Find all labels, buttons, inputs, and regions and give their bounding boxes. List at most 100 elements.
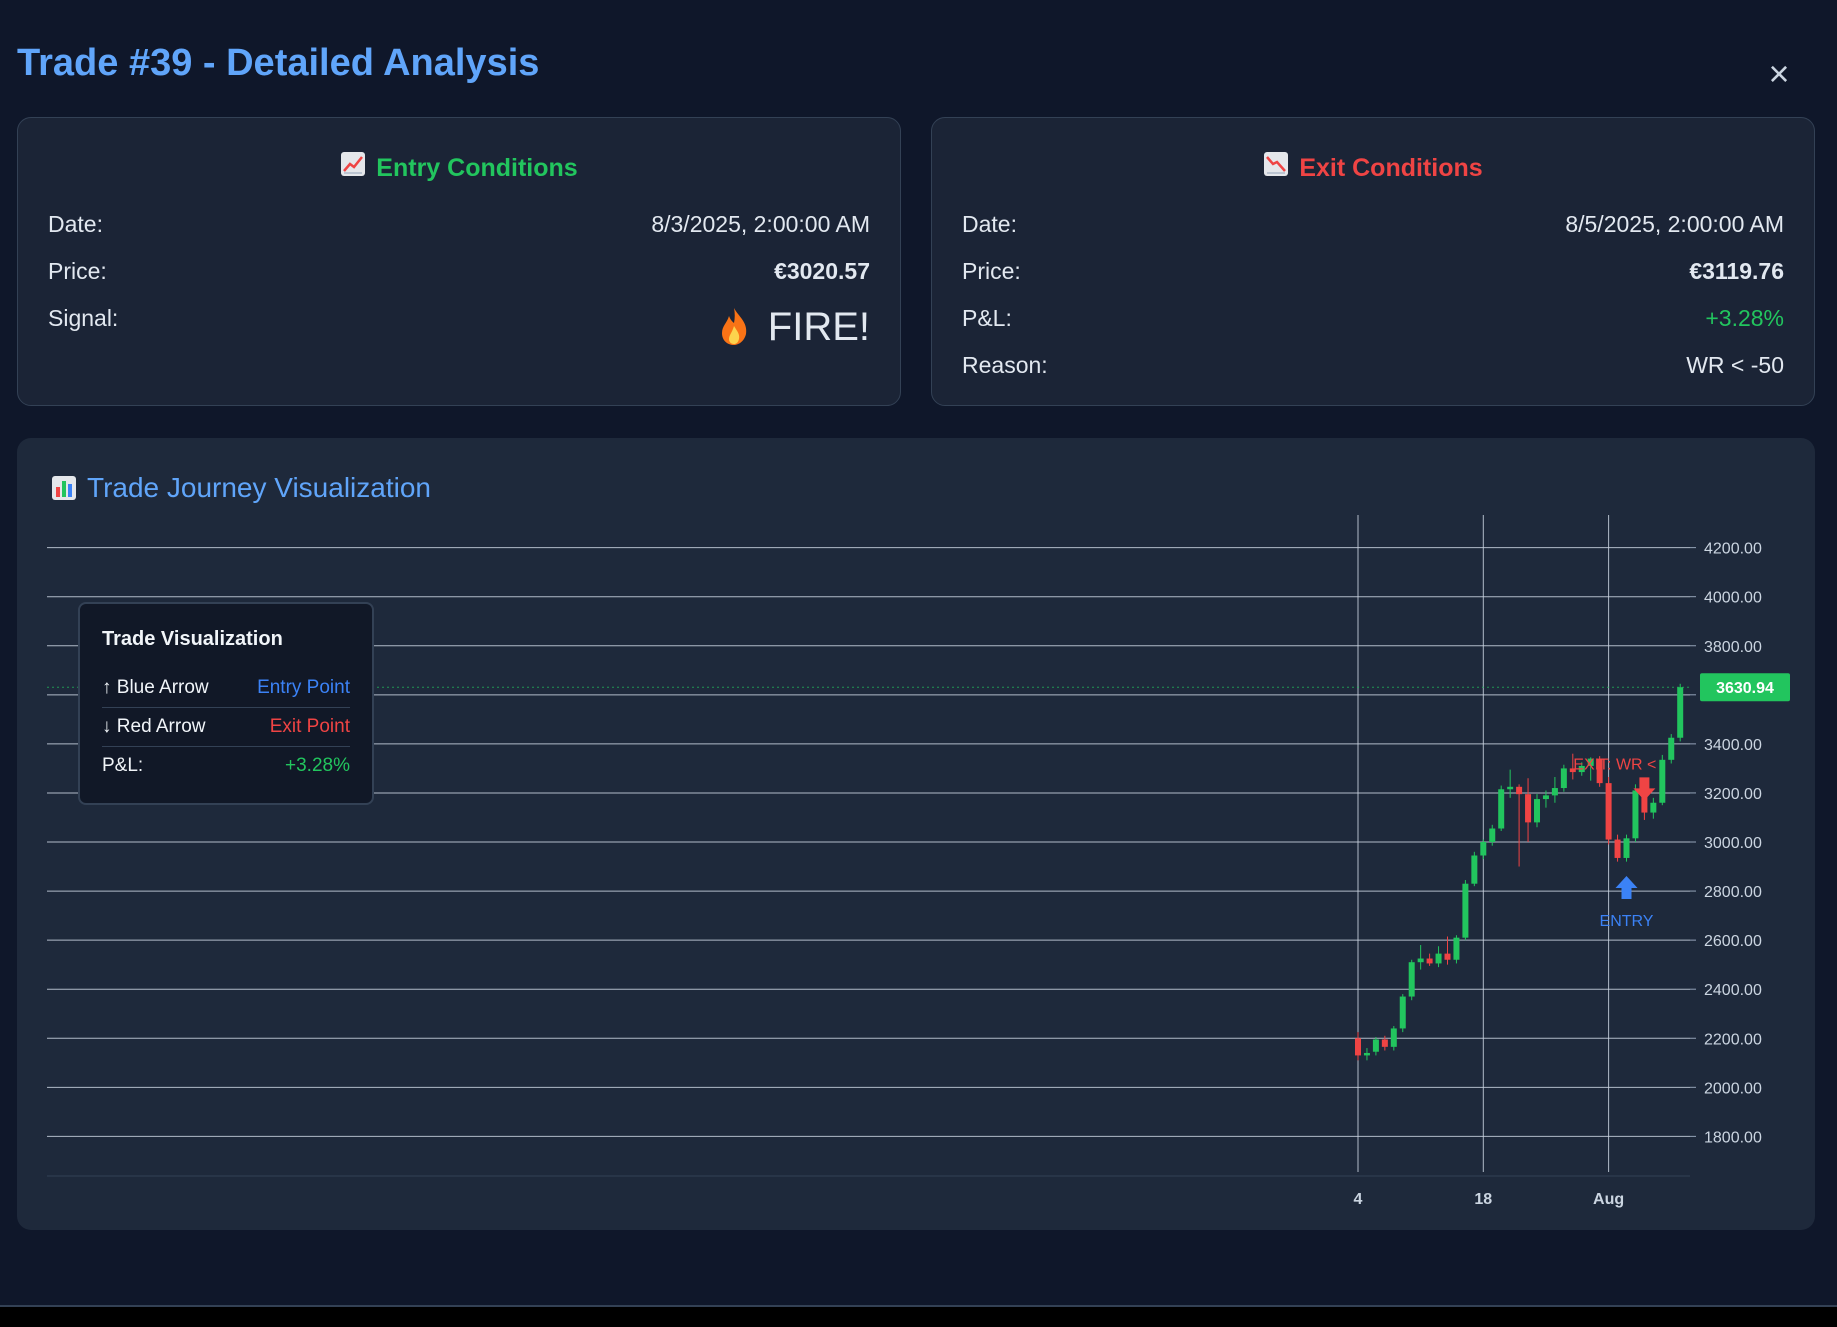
exit-date-row: Date: 8/5/2025, 2:00:00 AM xyxy=(962,206,1784,242)
candle-body xyxy=(1534,799,1540,823)
exit-pnl-value: +3.28% xyxy=(1705,305,1784,331)
entry-conditions-heading: Entry Conditions xyxy=(18,150,900,186)
exit-pnl-row: P&L: +3.28% xyxy=(962,300,1784,336)
candle-body xyxy=(1498,789,1505,829)
x-tick-label: 4 xyxy=(1354,1191,1363,1208)
legend-pnl-key: P&L: xyxy=(102,755,144,776)
entry-signal-row: Signal: FIRE! xyxy=(48,300,870,347)
bar-chart-icon xyxy=(51,472,77,512)
entry-price-value: €3020.57 xyxy=(774,258,870,284)
exit-price-value: €3119.76 xyxy=(1689,258,1784,284)
entry-signal-label: Signal: xyxy=(48,305,119,331)
candle-body xyxy=(1569,768,1576,773)
candle-body xyxy=(1426,958,1433,964)
legend-entry-value: Entry Point xyxy=(257,677,350,698)
entry-date-row: Date: 8/3/2025, 2:00:00 AM xyxy=(48,206,870,242)
last-price-badge xyxy=(1700,673,1790,702)
candle-body xyxy=(1668,737,1675,760)
candle-body xyxy=(1623,838,1630,858)
candle-body xyxy=(1408,962,1415,997)
close-icon: × xyxy=(1768,53,1790,94)
legend-row-exit: ↓ Red Arrow Exit Point xyxy=(102,708,350,747)
candle-body xyxy=(1480,842,1487,856)
trade-journey-title-text: Trade Journey Visualization xyxy=(87,472,431,503)
candle-body xyxy=(1632,790,1639,839)
candle-body xyxy=(1453,937,1460,960)
legend-row-pnl: P&L: +3.28% xyxy=(102,747,350,785)
candle-body xyxy=(1444,953,1451,960)
candle-body xyxy=(1355,1038,1361,1056)
candle-body xyxy=(1363,1052,1370,1056)
entry-arrow xyxy=(1615,875,1638,899)
chart-increasing-icon xyxy=(340,151,366,187)
exit-date-label: Date: xyxy=(962,211,1017,237)
y-tick-label: 2400.00 xyxy=(1704,982,1762,999)
close-button[interactable]: × xyxy=(1761,56,1797,92)
trade-visualization-legend: Trade Visualization ↑ Blue Arrow Entry P… xyxy=(78,602,374,805)
candle-body xyxy=(1659,759,1666,803)
candle-body xyxy=(1525,794,1532,823)
x-tick-label: Aug xyxy=(1593,1191,1624,1208)
y-tick-label: 3400.00 xyxy=(1704,737,1762,754)
candle-body xyxy=(1605,783,1612,840)
legend-pnl-value: +3.28% xyxy=(285,755,350,776)
entry-signal-value: FIRE! xyxy=(718,306,870,351)
exit-price-label: Price: xyxy=(962,258,1021,284)
legend-exit-value: Exit Point xyxy=(269,716,350,737)
exit-label: EXIT: WR < xyxy=(1573,756,1656,773)
candle-body xyxy=(1516,786,1523,795)
y-tick-label: 3000.00 xyxy=(1704,835,1762,852)
y-tick-label: 4200.00 xyxy=(1704,541,1762,558)
exit-reason-value: WR < -50 xyxy=(1686,352,1784,378)
y-tick-label: 3800.00 xyxy=(1704,639,1762,656)
candle-body xyxy=(1578,765,1585,773)
y-tick-label: 2200.00 xyxy=(1704,1031,1762,1048)
chart-decreasing-icon xyxy=(1263,151,1289,187)
modal-title: Trade #39 - Detailed Analysis xyxy=(17,42,540,84)
exit-arrow xyxy=(1633,777,1656,801)
candle-body xyxy=(1614,839,1621,858)
legend-entry-key: ↑ Blue Arrow xyxy=(102,677,209,698)
entry-label: ENTRY xyxy=(1600,913,1654,930)
entry-signal-text: FIRE! xyxy=(767,305,870,349)
candle-body xyxy=(1462,883,1469,938)
exit-heading-text: Exit Conditions xyxy=(1299,154,1483,182)
last-price-label: 3630.94 xyxy=(1716,680,1774,697)
candle-body xyxy=(1596,758,1603,784)
exit-pnl-label: P&L: xyxy=(962,305,1012,331)
y-tick-label: 2000.00 xyxy=(1704,1080,1762,1097)
candle-body xyxy=(1399,996,1406,1029)
entry-date-label: Date: xyxy=(48,211,103,237)
exit-conditions-card: Exit Conditions Date: 8/5/2025, 2:00:00 … xyxy=(931,117,1815,406)
y-tick-label: 3200.00 xyxy=(1704,786,1762,803)
bottom-bar xyxy=(0,1305,1837,1327)
entry-date-value: 8/3/2025, 2:00:00 AM xyxy=(651,211,870,237)
exit-date-value: 8/5/2025, 2:00:00 AM xyxy=(1565,211,1784,237)
y-tick-label: 4000.00 xyxy=(1704,590,1762,607)
exit-conditions-heading: Exit Conditions xyxy=(932,150,1814,186)
candle-body xyxy=(1542,795,1549,800)
candle-body xyxy=(1381,1039,1388,1047)
y-tick-label: 2800.00 xyxy=(1704,884,1762,901)
legend-row-entry: ↑ Blue Arrow Entry Point xyxy=(102,669,350,708)
candle-body xyxy=(1641,790,1648,813)
candle-body xyxy=(1489,828,1496,842)
candle-body xyxy=(1471,855,1478,884)
legend-title: Trade Visualization xyxy=(102,628,283,650)
candle-body xyxy=(1435,953,1442,964)
entry-price-label: Price: xyxy=(48,258,107,284)
entry-price-row: Price: €3020.57 xyxy=(48,253,870,289)
trade-journey-title: Trade Journey Visualization xyxy=(51,468,431,508)
entry-heading-text: Entry Conditions xyxy=(376,154,578,182)
candle-body xyxy=(1390,1028,1397,1047)
candle-body xyxy=(1677,687,1684,738)
candlestick-chart[interactable]: 4200.004000.003800.003600.003400.003200.… xyxy=(17,438,1815,1230)
entry-conditions-card: Entry Conditions Date: 8/3/2025, 2:00:00… xyxy=(17,117,901,406)
y-tick-label: 1800.00 xyxy=(1704,1129,1762,1146)
candle-body xyxy=(1650,802,1657,813)
exit-reason-label: Reason: xyxy=(962,352,1048,378)
x-tick-label: 18 xyxy=(1474,1191,1492,1208)
candle-body xyxy=(1551,788,1558,796)
exit-reason-row: Reason: WR < -50 xyxy=(962,347,1784,383)
fire-icon xyxy=(718,306,750,351)
